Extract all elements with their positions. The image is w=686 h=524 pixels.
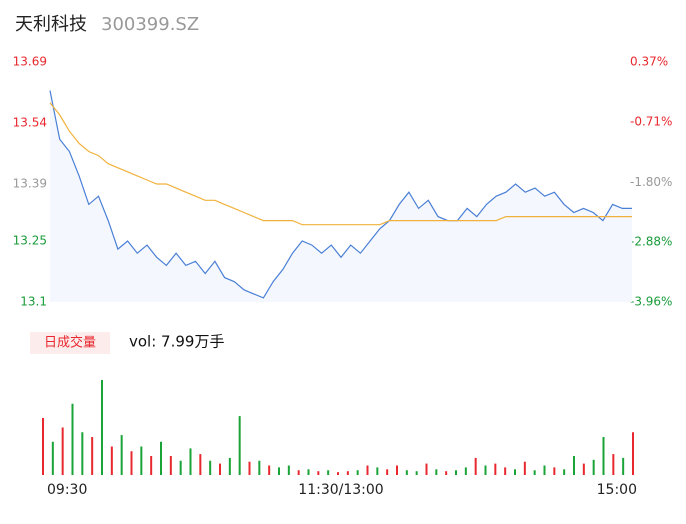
y-tick-label: 13.25	[13, 233, 47, 247]
volume-bar	[61, 427, 64, 475]
volume-bar	[130, 451, 133, 475]
volume-bar	[582, 463, 585, 475]
volume-bar	[81, 432, 84, 475]
volume-bar	[494, 463, 497, 475]
x-tick-label: 11:30/13:00	[298, 482, 383, 498]
volume-bar	[396, 465, 398, 475]
volume-bar	[356, 470, 359, 475]
volume-bar	[140, 446, 143, 475]
volume-bar	[435, 469, 438, 475]
price-area	[50, 90, 632, 302]
volume-bar	[622, 457, 625, 475]
volume-bar	[514, 469, 516, 475]
volume-bar	[612, 454, 615, 475]
volume-bar	[258, 460, 261, 475]
x-tick-label: 15:00	[597, 482, 637, 498]
volume-bar	[337, 472, 339, 475]
volume-bar	[445, 471, 448, 475]
volume-bar	[327, 470, 330, 475]
y-tick-label: 13.1	[20, 295, 47, 309]
y-tick-label: 13.54	[13, 116, 47, 130]
volume-bar	[101, 380, 103, 475]
volume-bar	[592, 459, 595, 475]
volume-bar	[553, 467, 556, 475]
volume-bar	[405, 470, 408, 475]
volume-bar	[464, 467, 467, 475]
volume-bar	[602, 437, 605, 475]
volume-bar	[199, 454, 202, 475]
volume-bar	[150, 456, 153, 475]
volume-bar	[160, 441, 162, 475]
volume-bar	[287, 465, 290, 475]
volume-bar	[51, 441, 54, 475]
x-tick-label: 09:30	[47, 482, 87, 498]
volume-bar	[386, 469, 389, 475]
y-tick-label: 13.69	[13, 55, 47, 69]
volume-bar	[415, 471, 418, 475]
volume-label-bg	[30, 332, 110, 354]
volume-bar	[543, 465, 546, 475]
volume-bar	[317, 471, 320, 475]
volume-bar	[248, 461, 251, 475]
volume-bar	[484, 465, 487, 475]
volume-bar	[425, 463, 428, 475]
volume-bar	[376, 467, 379, 475]
volume-bar	[169, 456, 172, 475]
volume-title: 日成交量	[44, 335, 96, 351]
volume-bar	[110, 446, 113, 475]
volume-bar	[632, 432, 634, 475]
volume-bar	[563, 469, 566, 475]
price-line	[49, 90, 632, 299]
stock-code: 300399.SZ	[101, 14, 199, 35]
volume-bar	[297, 470, 300, 475]
volume-bar	[238, 416, 241, 475]
volume-bar	[219, 463, 221, 475]
volume-bar	[120, 435, 123, 475]
y-tick-label: 13.39	[13, 177, 47, 191]
y2-tick-label: -3.96%	[630, 295, 672, 309]
average-line	[49, 102, 632, 226]
volume-bar	[278, 467, 280, 475]
volume-bar	[533, 470, 536, 475]
volume-bar	[42, 418, 44, 475]
volume-bar	[307, 469, 310, 475]
volume-bar	[91, 437, 94, 475]
volume-bar	[189, 448, 192, 475]
volume-bar	[179, 460, 182, 475]
volume-bar	[504, 467, 507, 475]
volume-bar	[346, 471, 349, 475]
y2-tick-label: 0.37%	[630, 55, 668, 69]
volume-bar	[71, 403, 74, 475]
volume-bar	[573, 456, 575, 475]
volume-bar	[455, 470, 457, 475]
y2-tick-label: -2.88%	[630, 235, 672, 249]
volume-bar	[474, 457, 477, 475]
volume-total: vol: 7.99万手	[129, 333, 224, 351]
volume-bar	[228, 457, 231, 475]
volume-bar	[366, 465, 369, 475]
stock-name: 天利科技	[15, 14, 87, 35]
y2-tick-label: -1.80%	[630, 175, 672, 189]
volume-bar	[523, 461, 526, 475]
volume-bar	[268, 465, 271, 475]
y2-tick-label: -0.71%	[630, 114, 672, 128]
volume-bar	[209, 460, 212, 475]
